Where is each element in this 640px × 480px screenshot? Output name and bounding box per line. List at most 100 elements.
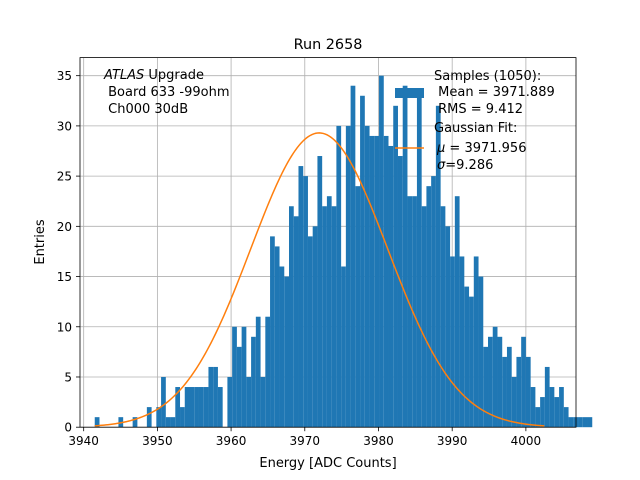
histogram-bar [312,226,318,428]
histogram-bar [279,266,285,428]
histogram-bar [345,125,351,428]
run-annotation: ATLAS Upgrade Board 633 -99ohm Ch000 30d… [103,68,230,117]
histogram-bar [488,336,493,428]
histogram-bar [469,296,474,428]
histogram-bar [189,387,195,428]
chart-title: Run 2658 [294,37,363,53]
y-tick-label: 5 [64,370,72,384]
histogram-bar [284,276,290,428]
histogram-bar [511,376,517,428]
histogram-bar [445,226,451,428]
histogram-bar [407,196,413,428]
histogram-bar [402,85,408,428]
histogram-bar [360,95,365,428]
histogram-bar [341,266,346,428]
histogram-bar [251,336,256,428]
histogram-bar [530,387,536,428]
histogram-bar [431,176,436,428]
sigma-symbol: σ [437,158,446,173]
x-tick-label: 3940 [68,434,99,448]
histogram-bar [293,216,299,428]
y-tick-label: 15 [57,270,72,284]
histogram-bar [331,206,337,428]
histogram-bar [426,186,432,428]
legend-fit-title: Gaussian Fit: [434,121,517,136]
mu-value: = 3971.956 [445,141,526,156]
histogram-bar [246,376,252,428]
histogram-bar [180,407,185,428]
histogram-bar [516,356,522,428]
histogram-bar [454,196,460,428]
plot-frame [79,57,577,428]
histogram-bar [502,356,507,428]
histogram-bar [255,316,261,428]
y-axis-ticks: 0 5 10 15 20 25 30 35 [57,69,80,435]
histogram-bar [459,256,465,428]
histogram-bar [506,346,512,428]
histogram-bar [208,366,214,428]
x-tick-label: 3990 [437,434,468,448]
histogram-bar [383,135,389,428]
histogram-bar [421,206,427,428]
x-tick-label: 3980 [363,434,394,448]
x-axis-label: Energy [ADC Counts] [259,456,396,471]
y-tick-label: 35 [57,69,72,83]
histogram-bar [227,376,233,428]
histogram-bar [473,256,479,428]
histogram-bar [554,397,560,428]
histogram-bar [241,326,247,428]
histogram-bar [307,236,313,428]
legend: Samples (1050): Mean = 3971.889 RMS = 9.… [395,69,555,173]
histogram-bar [194,387,199,428]
y-tick-label: 30 [57,119,72,133]
histogram-bar [450,256,455,428]
histogram-bar [94,417,100,428]
histogram-bar [289,206,294,428]
legend-fit-sigma: σ=9.286 [437,158,493,173]
histogram-bar [146,407,152,428]
legend-samples-rms: RMS = 9.412 [434,102,523,117]
histogram-bar [587,417,593,428]
histogram-bar [217,387,223,428]
annotation-line-1: ATLAS Upgrade [103,68,204,83]
histogram-bar [350,85,356,428]
legend-fit-mu: μ = 3971.956 [436,141,526,156]
histogram-bar [464,286,470,428]
histogram-bar [374,135,380,428]
histogram-bar [483,346,489,428]
histogram-bar [412,196,417,428]
histogram-bar [379,75,384,428]
legend-samples-title: Samples (1050): [434,69,541,84]
histogram-bar [549,387,555,428]
histogram-bar [165,417,171,428]
histogram-bar [270,236,275,428]
sigma-value: =9.286 [445,158,493,173]
histogram-bar [161,376,166,428]
histogram-bar [416,95,422,428]
histogram-bar [544,366,550,428]
histogram-bar [582,417,588,428]
y-tick-label: 10 [57,320,72,334]
y-tick-label: 25 [57,170,72,184]
histogram-bar [232,326,237,428]
histogram-bar [440,206,446,428]
histogram-bar [559,387,564,428]
x-tick-label: 3970 [290,434,321,448]
histogram-bar [132,417,138,428]
histogram-bar [521,336,526,428]
histogram-bar [175,387,181,428]
y-tick-label: 0 [64,421,72,435]
histogram-bar [274,246,280,428]
histogram-bar [184,387,190,428]
histogram-bar [568,417,574,428]
histogram-bar [397,156,403,428]
annotation-line-2: Board 633 -99ohm [104,85,230,100]
y-axis-label: Entries [33,219,48,265]
histogram-bar [336,125,342,428]
histogram-bar [260,376,266,428]
histogram-bar [156,407,162,428]
histogram-bar [317,156,323,428]
legend-samples-mean: Mean = 3971.889 [434,85,555,100]
legend-samples-swatch [395,88,424,98]
